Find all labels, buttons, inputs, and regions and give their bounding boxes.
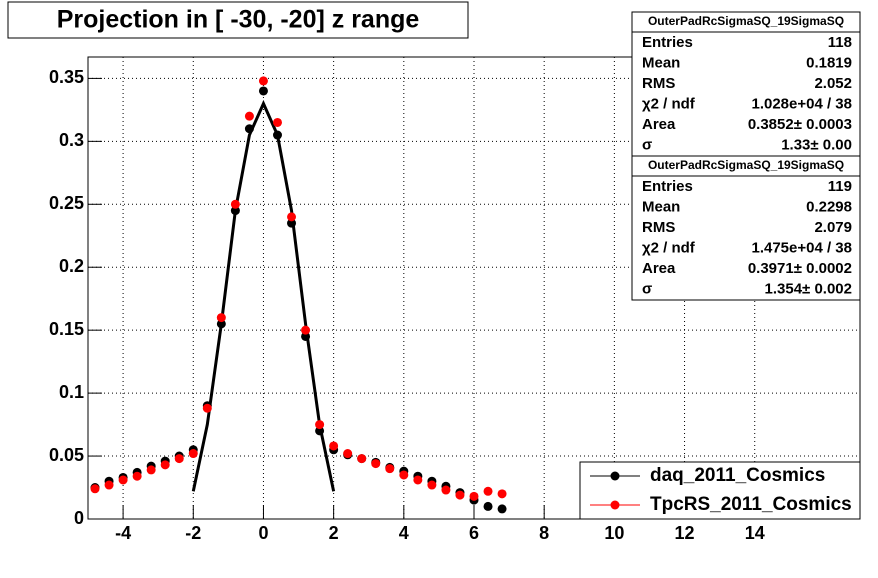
stats-value: 0.3971± 0.0002 [748, 260, 852, 277]
y-tick-label: 0.25 [49, 193, 84, 213]
stats-value: 1.354± 0.002 [765, 280, 852, 297]
x-tick-label: 8 [539, 523, 549, 543]
data-point [287, 212, 297, 222]
data-point [497, 489, 507, 499]
data-point [244, 124, 254, 134]
data-point [371, 459, 381, 469]
x-tick-label: -2 [185, 523, 201, 543]
data-point [301, 331, 311, 341]
fit-curve [191, 99, 336, 492]
stats-value: 1.33± 0.00 [781, 136, 852, 153]
data-point [174, 454, 184, 464]
data-point [483, 501, 493, 511]
legend-label: daq_2011_Cosmics [650, 465, 825, 486]
data-point [455, 490, 465, 500]
data-point [146, 465, 156, 475]
data-point [301, 325, 311, 335]
data-point [483, 486, 493, 496]
data-point [385, 464, 395, 474]
data-point [272, 130, 282, 140]
stats-value: 1.028e+04 / 38 [751, 95, 852, 112]
stats-value: 0.1819 [806, 54, 852, 71]
stats-title: OuterPadRcSigmaSQ_19SigmaSQ [648, 14, 844, 28]
legend-box [579, 461, 861, 520]
stats-value: 1.475e+04 / 38 [751, 239, 852, 256]
stats-label: Area [642, 116, 676, 133]
data-point [357, 454, 367, 464]
y-tick-label: 0.1 [59, 382, 84, 402]
x-tick-label: 4 [399, 523, 409, 543]
data-point [258, 86, 268, 96]
data-point [315, 420, 325, 430]
data-point [258, 76, 268, 86]
stats-label: RMS [642, 219, 675, 236]
y-tick-label: 0.35 [49, 67, 84, 87]
data-point [441, 485, 451, 495]
data-point [230, 206, 240, 216]
data-point [160, 460, 170, 470]
data-point [90, 484, 100, 494]
data-point [216, 319, 226, 329]
legend-marker [610, 471, 620, 481]
x-tick-label: 0 [258, 523, 268, 543]
y-tick-label: 0.15 [49, 319, 84, 339]
data-point [188, 449, 198, 459]
stats-value: 2.052 [814, 75, 852, 92]
data-point [244, 111, 254, 121]
x-tick-label: -4 [115, 523, 131, 543]
data-point [132, 471, 142, 481]
stats-value: 119 [828, 178, 852, 195]
data-point [497, 504, 507, 514]
stats-label: RMS [642, 75, 675, 92]
stats-label: χ2 / ndf [642, 239, 696, 256]
chart-title: Projection in [ -30, -20] z range [57, 6, 420, 34]
stats-title: OuterPadRcSigmaSQ_19SigmaSQ [648, 158, 844, 172]
stats-value: 2.079 [814, 219, 852, 236]
data-point [104, 480, 114, 490]
data-point [118, 475, 128, 485]
legend-label: TpcRS_2011_Cosmics [650, 494, 852, 515]
x-tick-label: 12 [675, 523, 695, 543]
stats-value: 0.3852± 0.0003 [748, 116, 852, 133]
data-point [413, 475, 423, 485]
x-tick-label: 14 [745, 523, 765, 543]
legend-marker [610, 500, 620, 510]
data-point [315, 426, 325, 436]
stats-label: σ [642, 280, 652, 297]
data-point [230, 199, 240, 209]
stats-label: Entries [642, 34, 693, 51]
x-tick-label: 10 [604, 523, 624, 543]
title-box [7, 1, 469, 39]
x-tick-label: 6 [469, 523, 479, 543]
x-tick-label: 2 [329, 523, 339, 543]
y-tick-label: 0.05 [49, 445, 84, 465]
stats-label: Mean [642, 198, 680, 215]
data-point [329, 441, 339, 451]
data-point [469, 491, 479, 501]
stats-label: χ2 / ndf [642, 95, 696, 112]
data-point [272, 117, 282, 127]
data-point [343, 449, 353, 459]
stats-value: 0.2298 [806, 198, 852, 215]
y-tick-label: 0.3 [59, 130, 84, 150]
data-point [399, 470, 409, 480]
y-tick-label: 0 [74, 508, 84, 528]
stats-box [631, 11, 861, 157]
stats-label: σ [642, 136, 652, 153]
stats-value: 118 [828, 34, 852, 51]
stats-label: Mean [642, 54, 680, 71]
data-point [202, 403, 212, 413]
stats-label: Entries [642, 178, 693, 195]
y-tick-label: 0.2 [59, 256, 84, 276]
data-point [427, 480, 437, 490]
stats-box [631, 155, 861, 301]
data-point [216, 313, 226, 323]
data-point [287, 218, 297, 228]
stats-label: Area [642, 260, 676, 277]
